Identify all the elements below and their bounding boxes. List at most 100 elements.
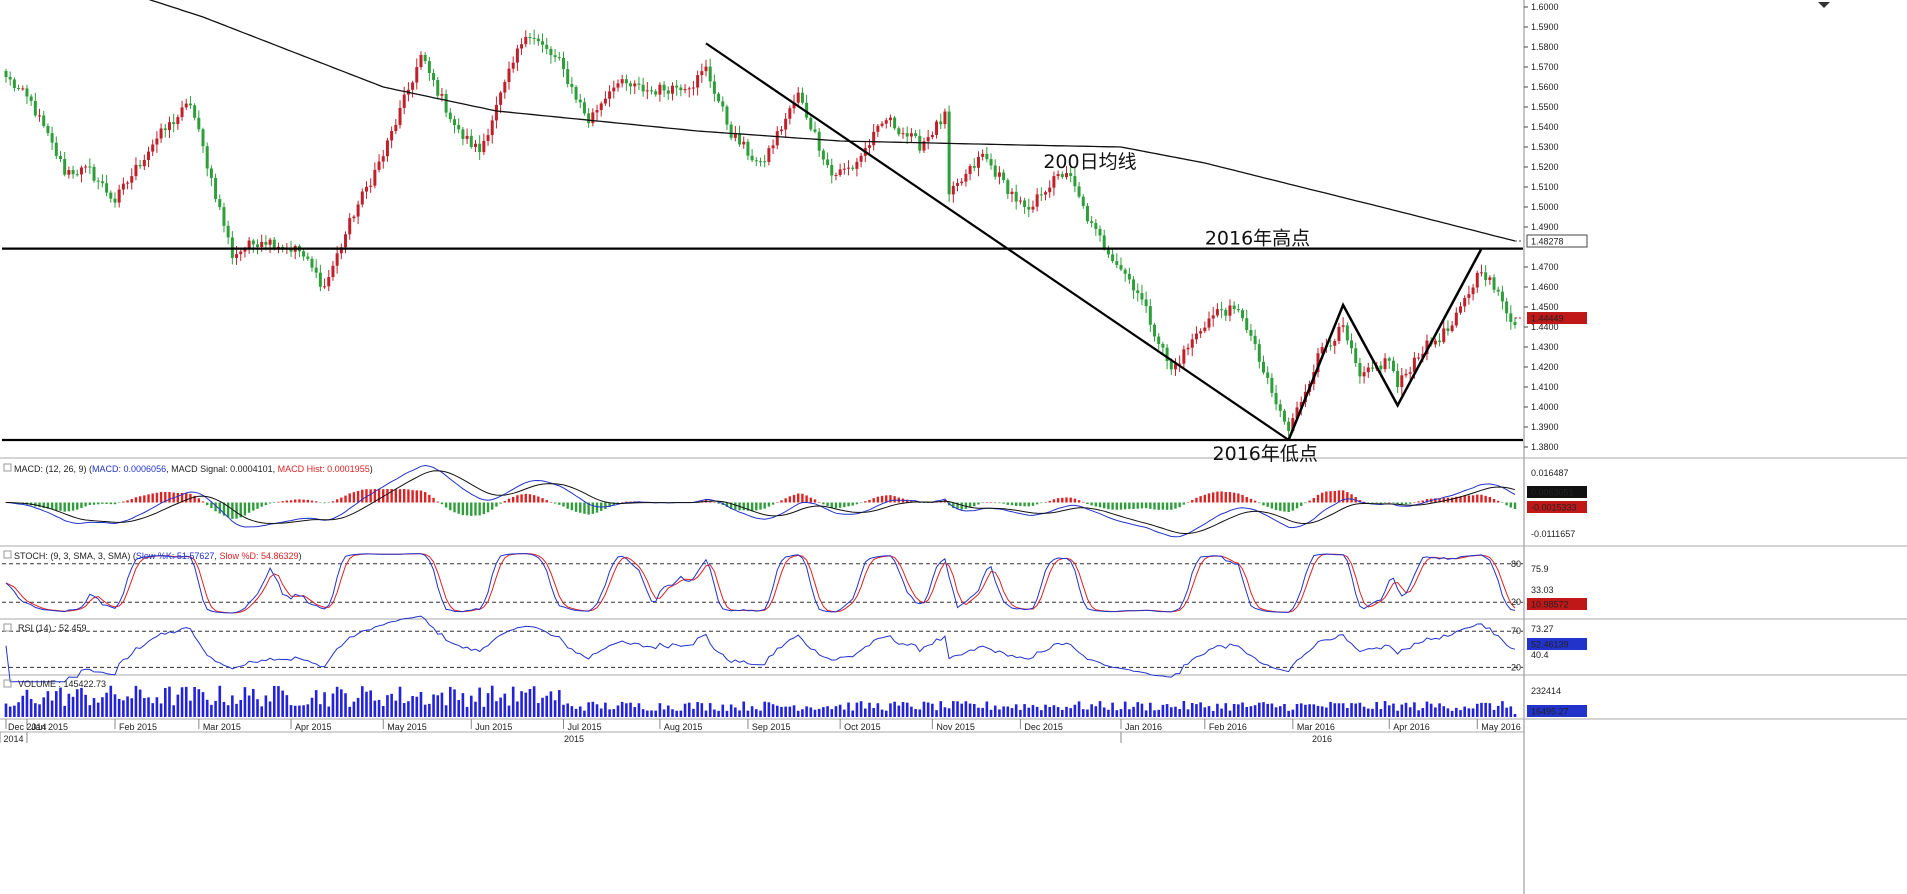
- macd-hist-bar: [985, 502, 989, 503]
- candle: [813, 129, 817, 132]
- candle: [499, 92, 503, 105]
- candle: [1090, 221, 1094, 224]
- volume-bar: [373, 700, 377, 717]
- volume-bar: [566, 703, 569, 717]
- ma200-line: [148, 0, 1516, 242]
- candle: [344, 234, 348, 248]
- candle: [1127, 273, 1131, 280]
- volume-bar: [1040, 710, 1043, 717]
- volume-bar: [1387, 705, 1391, 717]
- volume-bar: [801, 709, 804, 717]
- macd-hist-bar: [1308, 500, 1311, 503]
- candle: [1194, 333, 1198, 340]
- macd-hist-bar: [1035, 502, 1039, 505]
- volume-bar: [985, 701, 989, 717]
- candle: [1391, 360, 1395, 371]
- month-label: Apr 2015: [295, 722, 332, 732]
- volume-bar: [608, 709, 611, 717]
- candle: [1085, 205, 1089, 222]
- candle: [1236, 309, 1240, 311]
- candle: [532, 37, 536, 39]
- volume-bar: [105, 692, 108, 717]
- volume-bar: [876, 703, 880, 717]
- macd-hist-bar: [1220, 491, 1223, 503]
- year-label: 2016: [1312, 734, 1332, 744]
- volume-bar: [717, 710, 720, 717]
- macd-hist-bar: [507, 498, 511, 503]
- month-label: Aug 2015: [664, 722, 703, 732]
- macd-hist-bar: [1212, 492, 1215, 503]
- volume-bar: [302, 705, 305, 717]
- candle: [775, 131, 779, 146]
- candle: [1425, 340, 1429, 354]
- volume-bar: [583, 710, 586, 717]
- candle: [310, 258, 314, 268]
- price-tick-label: 1.4700: [1531, 262, 1559, 272]
- volume-bar: [180, 687, 184, 717]
- macd-hist-bar: [239, 502, 242, 518]
- price-tick-label: 1.4200: [1531, 362, 1559, 372]
- volume-bar: [1354, 703, 1358, 717]
- volume-bar: [1358, 702, 1362, 717]
- month-label: May 2016: [1481, 722, 1521, 732]
- macd-hist-bar: [474, 502, 477, 516]
- candle: [675, 85, 679, 88]
- volume-bar: [1501, 701, 1504, 717]
- macd-hist-bar: [436, 501, 439, 503]
- volume-bar: [390, 693, 393, 717]
- candle: [1169, 361, 1173, 370]
- candle: [155, 138, 159, 145]
- volume-bar: [247, 695, 251, 717]
- volume-bar: [738, 710, 741, 717]
- candle: [1513, 321, 1517, 325]
- macd-hist-bar: [235, 502, 238, 519]
- candle: [524, 36, 528, 45]
- candle: [947, 111, 951, 195]
- candle: [4, 71, 8, 77]
- volume-bar: [1291, 709, 1295, 717]
- volume-bar: [1195, 704, 1198, 717]
- candle: [1056, 174, 1060, 177]
- price-tick-label: 1.5700: [1531, 62, 1559, 72]
- candle: [1094, 223, 1098, 229]
- volume-bar: [92, 698, 96, 717]
- candle: [1002, 172, 1006, 181]
- volume-bar: [1375, 701, 1378, 717]
- macd-hist-bar: [319, 502, 322, 503]
- candle: [1249, 330, 1253, 336]
- candle: [126, 182, 130, 184]
- macd-hist-bar: [210, 502, 213, 509]
- macd-hist-bar: [780, 500, 783, 503]
- macd-hist-bar: [1140, 502, 1144, 509]
- candle: [1018, 200, 1022, 202]
- stoch-tick-2: 33.03: [1531, 585, 1554, 595]
- macd-hist-bar: [583, 502, 586, 514]
- macd-hist-bar: [734, 502, 737, 510]
- volume-bar: [352, 701, 356, 717]
- volume-bar: [469, 695, 473, 717]
- macd-hist-bar: [42, 502, 45, 508]
- macd-hist-bar: [1094, 502, 1098, 507]
- candle: [188, 103, 192, 106]
- macd-hist-bar: [1258, 502, 1261, 504]
- candle: [402, 94, 406, 108]
- candle: [84, 166, 88, 168]
- macd-hist-bar: [1497, 500, 1500, 503]
- volume-bar: [226, 705, 230, 717]
- volume-bar: [918, 709, 922, 717]
- candle: [503, 82, 507, 93]
- volume-bar: [101, 697, 104, 717]
- candle: [935, 121, 939, 135]
- macd-hist-bar: [88, 502, 92, 505]
- candle: [289, 247, 293, 252]
- volume-bar: [964, 701, 968, 717]
- macd-hist-bar: [1149, 502, 1152, 509]
- volume-bar: [595, 704, 599, 717]
- candle: [323, 286, 327, 288]
- volume-bar: [1492, 709, 1496, 717]
- candle: [218, 199, 222, 208]
- candle: [867, 145, 871, 148]
- candle: [134, 164, 138, 177]
